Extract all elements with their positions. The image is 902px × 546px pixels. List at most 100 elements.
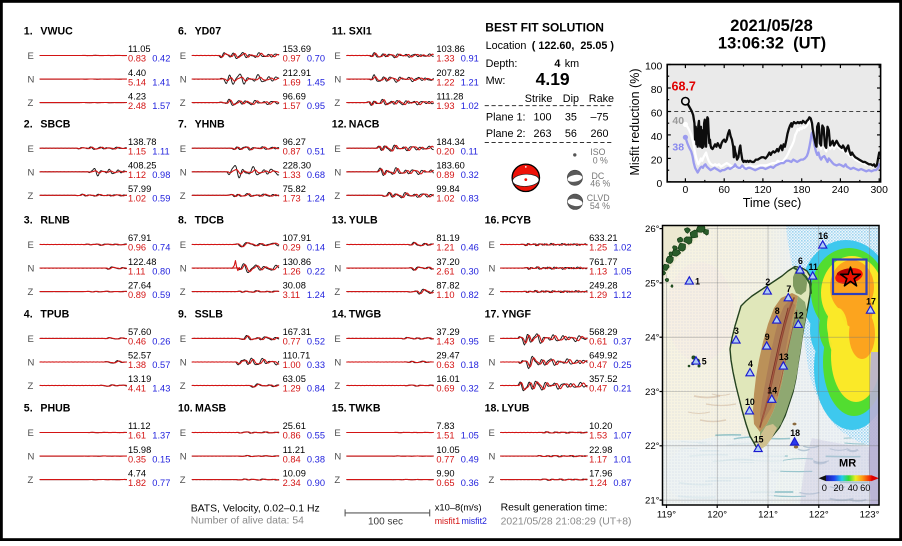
svg-text:1.24: 1.24 [307, 194, 325, 204]
svg-text:0.65: 0.65 [436, 478, 454, 488]
svg-text:0.95: 0.95 [461, 337, 479, 347]
svg-text:YD07: YD07 [195, 26, 222, 38]
svg-text:1.57: 1.57 [283, 101, 301, 111]
svg-text:N: N [489, 358, 496, 369]
svg-text:40: 40 [651, 132, 663, 143]
svg-text:3.: 3. [24, 215, 33, 227]
svg-text:10.05: 10.05 [436, 445, 459, 455]
svg-text:7.: 7. [178, 118, 187, 130]
svg-text:PCYB: PCYB [502, 215, 532, 227]
svg-text:22.98: 22.98 [589, 445, 612, 455]
svg-text:46 %: 46 % [590, 179, 610, 189]
svg-text:16.: 16. [485, 215, 500, 227]
svg-text:1.29: 1.29 [283, 384, 301, 394]
svg-text:1.43: 1.43 [436, 337, 454, 347]
svg-text:54 %: 54 % [590, 201, 610, 211]
svg-text:17: 17 [866, 296, 876, 306]
svg-text:TPUB: TPUB [40, 309, 69, 321]
svg-text:E: E [180, 334, 186, 345]
svg-text:1.02: 1.02 [128, 194, 146, 204]
svg-text:1.73: 1.73 [283, 194, 301, 204]
svg-text:263: 263 [533, 128, 551, 140]
svg-text:1.07: 1.07 [613, 431, 631, 441]
svg-text:26°: 26° [645, 224, 660, 235]
svg-text:4: 4 [554, 58, 560, 70]
svg-text:1.24: 1.24 [307, 290, 325, 300]
svg-text:212.91: 212.91 [283, 68, 311, 78]
svg-text:87.82: 87.82 [436, 280, 459, 290]
svg-text:0.29: 0.29 [283, 243, 301, 253]
svg-text:1.33: 1.33 [283, 170, 301, 180]
svg-text:1.: 1. [24, 26, 33, 38]
svg-text:N: N [489, 452, 496, 463]
svg-text:N: N [28, 75, 35, 86]
svg-text:1.00: 1.00 [283, 360, 301, 370]
svg-text:Depth:: Depth: [486, 58, 518, 70]
svg-text:RLNB: RLNB [40, 215, 70, 227]
svg-text:0.87: 0.87 [283, 146, 301, 156]
svg-text:Number of alive data: 54: Number of alive data: 54 [191, 515, 304, 526]
svg-text:11.21: 11.21 [283, 445, 306, 455]
svg-text:N: N [180, 452, 187, 463]
svg-text:110.71: 110.71 [283, 351, 311, 361]
svg-text:( 122.60, 25.05 ): ( 122.60, 25.05 ) [532, 40, 615, 52]
svg-text:0.49: 0.49 [461, 454, 479, 464]
svg-text:15: 15 [754, 435, 764, 445]
svg-text:568.29: 568.29 [589, 327, 617, 337]
svg-text:0.36: 0.36 [461, 478, 479, 488]
svg-text:N: N [28, 264, 35, 275]
svg-text:N: N [334, 452, 341, 463]
svg-text:260: 260 [590, 128, 608, 140]
svg-text:Z: Z [28, 475, 34, 486]
svg-text:0.51: 0.51 [307, 146, 325, 156]
svg-text:120°: 120° [707, 510, 727, 521]
svg-text:E: E [28, 334, 34, 345]
svg-text:20: 20 [651, 155, 663, 166]
svg-text:1.01: 1.01 [613, 454, 631, 464]
svg-text:40: 40 [672, 115, 684, 127]
svg-text:PHUB: PHUB [40, 403, 70, 415]
svg-text:2021/05/28 21:08:29 (UT+8): 2021/05/28 21:08:29 (UT+8) [501, 517, 632, 528]
svg-text:0.37: 0.37 [613, 337, 631, 347]
svg-text:1.38: 1.38 [128, 360, 146, 370]
svg-text:1.37: 1.37 [152, 431, 170, 441]
svg-text:4.: 4. [24, 309, 33, 321]
svg-text:Z: Z [334, 381, 340, 392]
svg-text:30.08: 30.08 [283, 280, 306, 290]
svg-text:240: 240 [832, 185, 850, 196]
svg-text:Z: Z [180, 98, 186, 109]
svg-text:Z: Z [28, 191, 34, 202]
svg-text:N: N [180, 75, 187, 86]
svg-text:0.91: 0.91 [461, 54, 479, 64]
svg-text:Z: Z [28, 98, 34, 109]
svg-text:75.82: 75.82 [283, 184, 306, 194]
svg-text:1.12: 1.12 [613, 290, 631, 300]
svg-text:0.33: 0.33 [307, 360, 325, 370]
svg-text:122°: 122° [809, 510, 829, 521]
svg-text:N: N [334, 167, 341, 178]
svg-text:0.47: 0.47 [589, 360, 607, 370]
svg-text:SSLB: SSLB [195, 309, 224, 321]
svg-text:56: 56 [565, 128, 577, 140]
svg-text:122.48: 122.48 [128, 257, 156, 267]
svg-text:1.53: 1.53 [589, 431, 607, 441]
svg-text:TDCB: TDCB [195, 215, 225, 227]
svg-text:249.28: 249.28 [589, 280, 617, 290]
svg-text:37.20: 37.20 [436, 257, 459, 267]
svg-text:38: 38 [672, 141, 684, 153]
svg-text:1.21: 1.21 [461, 77, 479, 87]
svg-text:N: N [334, 264, 341, 275]
svg-text:MR: MR [839, 458, 856, 470]
svg-text:0.98: 0.98 [152, 170, 170, 180]
svg-text:0.84: 0.84 [283, 454, 301, 464]
svg-text:0.61: 0.61 [589, 337, 607, 347]
svg-text:Z: Z [180, 191, 186, 202]
svg-text:0.18: 0.18 [461, 360, 479, 370]
svg-text:0.25: 0.25 [613, 360, 631, 370]
svg-text:8: 8 [775, 306, 780, 316]
svg-text:99.84: 99.84 [436, 184, 459, 194]
svg-text:1.21: 1.21 [436, 243, 454, 253]
svg-text:1.26: 1.26 [283, 266, 301, 276]
svg-text:180: 180 [793, 185, 811, 196]
svg-text:4.40: 4.40 [128, 68, 146, 78]
